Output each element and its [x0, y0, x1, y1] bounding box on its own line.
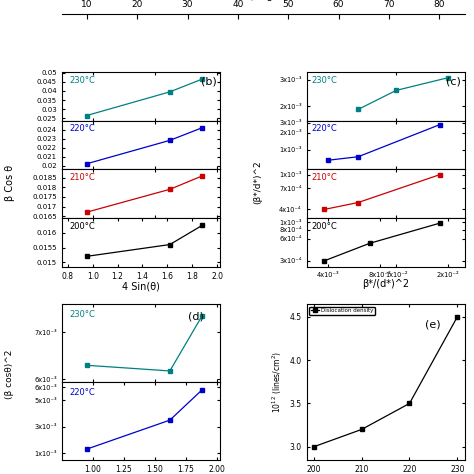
Text: (β cosθ)^2: (β cosθ)^2 — [5, 350, 14, 399]
Text: 230°C: 230°C — [70, 76, 95, 85]
Y-axis label: 10$^{12}$ (lines/cm$^2$): 10$^{12}$ (lines/cm$^2$) — [271, 351, 284, 413]
X-axis label: 4 Sin(θ): 4 Sin(θ) — [122, 282, 160, 292]
Text: 220°C: 220°C — [311, 124, 337, 133]
Legend: Dislocation density: Dislocation density — [310, 307, 375, 315]
Text: (b): (b) — [201, 77, 217, 87]
Text: 230°C: 230°C — [70, 310, 95, 319]
Text: (c): (c) — [446, 77, 460, 87]
Text: 200°C: 200°C — [311, 222, 337, 231]
Text: 210°C: 210°C — [70, 173, 95, 182]
Text: 220°C: 220°C — [70, 124, 95, 133]
Text: 200°C: 200°C — [70, 222, 95, 231]
X-axis label: β*/(d*)^2: β*/(d*)^2 — [362, 279, 409, 289]
Text: 230°C: 230°C — [311, 76, 337, 85]
Text: (e): (e) — [425, 319, 441, 329]
Text: (β*/d*)^2: (β*/d*)^2 — [254, 161, 263, 204]
Text: 220°C: 220°C — [70, 388, 95, 397]
Text: (d): (d) — [188, 311, 204, 322]
Text: β Cos θ: β Cos θ — [5, 164, 15, 201]
Text: 210°C: 210°C — [311, 173, 337, 182]
X-axis label: 2θ (degree): 2θ (degree) — [233, 0, 293, 1]
